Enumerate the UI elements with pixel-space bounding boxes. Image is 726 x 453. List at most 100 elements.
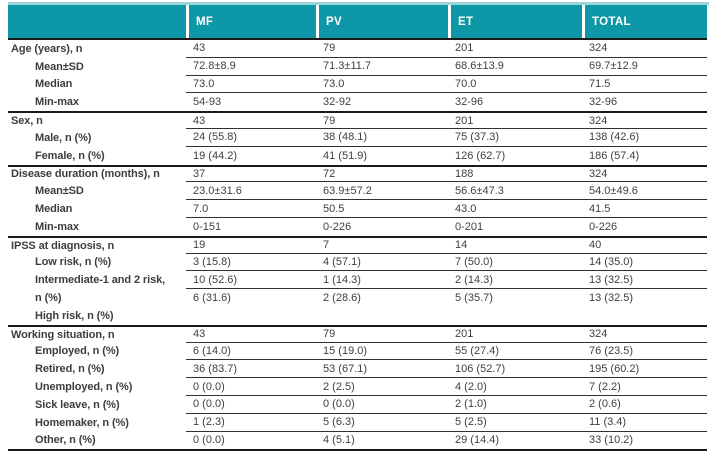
cell-value [582, 307, 707, 325]
cell-value: 0 (0.0) [193, 398, 225, 411]
table-body: Age (years), n 43 79 201 324 Mean±SD 72.8±8.9 7… [8, 40, 707, 452]
cell-value: 2 (0.6) [589, 398, 621, 411]
cell-value: 43 [193, 114, 206, 127]
row-label: Female, n (%) [35, 149, 105, 162]
row-values: 73.0 73.0 70.0 71.5 [186, 76, 707, 94]
cell-value: 23.0±31.6 [193, 184, 242, 197]
cell-value: 4 (2.0) [455, 380, 487, 393]
cell-value: 56.6±47.3 [455, 184, 504, 197]
cell-value: 73.0 [193, 77, 215, 90]
cell-value: 1 (14.3) [323, 273, 361, 286]
cell-value: 70.0 [455, 77, 477, 90]
row-values: 43 79 201 324 [186, 327, 707, 343]
cell-value: 5 (6.3) [323, 416, 355, 429]
cell-value: 43.0 [455, 202, 477, 215]
cell-value: 0-151 [193, 220, 222, 233]
row-values: 0 (0.0) 2 (2.5) 4 (2.0) 7 (2.2) [186, 378, 707, 396]
row-label: Working situation, n [11, 328, 115, 341]
cell-value: 201 [455, 42, 474, 55]
cell-value [316, 307, 448, 325]
cell-value: 2 (28.6) [323, 292, 361, 305]
cell-value: 36 (83.7) [193, 362, 238, 375]
row-values: 10 (52.6) 1 (14.3) 2 (14.3) 13 (32.5) [186, 271, 707, 290]
table-row: Median 7.0 50.5 43.0 41.5 [8, 200, 707, 218]
cell-value: 0 (0.0) [323, 398, 355, 411]
row-label: Age (years), n [11, 42, 83, 55]
row-label: Unemployed, n (%) [35, 381, 133, 394]
row-values: 54-93 32-92 32-96 32-96 [186, 93, 707, 111]
cell-value: 6 (31.6) [193, 292, 231, 305]
row-label: High risk, n (%) [35, 309, 114, 322]
cell-value: 53 (67.1) [323, 362, 368, 375]
cell-value [186, 307, 316, 325]
table-row: Median 73.0 73.0 70.0 71.5 [8, 76, 707, 94]
table-row: Employed, n (%) 6 (14.0) 15 (19.0) 55 (27.4… [8, 343, 707, 361]
cell-value: 76 (23.5) [589, 344, 634, 357]
table-row: Working situation, n 43 79 201 324 [8, 324, 707, 343]
cell-value: 54-93 [193, 96, 222, 109]
cell-value: 13 (32.5) [589, 292, 634, 305]
cell-value: 3 (15.8) [193, 255, 231, 268]
row-label: Other, n (%) [35, 434, 96, 447]
table-row: Retired, n (%) 36 (83.7) 53 (67.1) 106 (52.… [8, 360, 707, 379]
row-values: 23.0±31.6 63.9±57.2 56.6±47.3 54.0±49.6 [186, 182, 707, 201]
cell-value: 4 (57.1) [323, 255, 361, 268]
header-cell-et: ET [448, 5, 582, 38]
cell-value: 15 (19.0) [323, 344, 368, 357]
cell-value: 0 (0.0) [193, 380, 225, 393]
cell-value: 7 [323, 239, 330, 252]
row-values: 7.0 50.5 43.0 41.5 [186, 200, 707, 218]
cell-value: 43 [193, 328, 206, 341]
cell-value: 1 (2.3) [193, 416, 225, 429]
cell-value: 71.3±11.7 [323, 60, 372, 73]
cell-value: 68.6±13.9 [455, 60, 504, 73]
cell-value: 186 (57.4) [589, 149, 640, 162]
table-row: Male, n (%) 24 (55.8) 38 (48.1) 75 (37.3) 13… [8, 129, 707, 147]
row-values: 19 7 14 40 [186, 238, 707, 254]
table-row: High risk, n (%) [8, 307, 707, 325]
row-values: 43 79 201 324 [186, 113, 707, 129]
row-label: Homemaker, n (%) [35, 416, 129, 429]
table-row: Mean±SD 23.0±31.6 63.9±57.2 56.6±47.3 54.0±4… [8, 182, 707, 201]
table-top-border [8, 2, 709, 5]
cell-value: 4 (5.1) [323, 434, 355, 447]
row-label: Median [35, 78, 73, 91]
cell-value: 324 [589, 42, 608, 55]
cell-value: 37 [193, 167, 206, 180]
cell-value: 79 [323, 114, 336, 127]
cell-value: 14 [455, 239, 468, 252]
cell-value [448, 307, 582, 325]
table-row: Age (years), n 43 79 201 324 [8, 40, 707, 58]
row-values: 0 (0.0) 4 (5.1) 29 (14.4) 33 (10.2) [186, 432, 707, 450]
cell-value: 324 [589, 167, 608, 180]
table-row: Mean±SD 72.8±8.9 71.3±11.7 68.6±13.9 69.7±12… [8, 58, 707, 76]
cell-value: 201 [455, 328, 474, 341]
row-values [186, 307, 707, 325]
table-row: Other, n (%) 0 (0.0) 4 (5.1) 29 (14.4) 33 (1… [8, 432, 707, 450]
cell-value: 19 [193, 239, 206, 252]
row-label: n (%) [35, 292, 62, 305]
cell-value: 75 (37.3) [455, 131, 500, 144]
cell-value: 324 [589, 114, 608, 127]
header-cell-total: TOTAL [582, 5, 707, 38]
cell-value: 41.5 [589, 202, 611, 215]
cell-value: 0 (0.0) [193, 434, 225, 447]
row-label: IPSS at diagnosis, n [11, 239, 115, 252]
row-label: Retired, n (%) [35, 363, 105, 376]
cell-value: 40 [589, 239, 602, 252]
cell-value: 7 (50.0) [455, 255, 493, 268]
patient-characteristics-table: MF PV ET TOTAL Age (years), n 43 79 201 324 M… [8, 2, 709, 452]
row-label: Min-max [35, 220, 79, 233]
cell-value: 24 (55.8) [193, 131, 238, 144]
cell-value: 106 (52.7) [455, 362, 506, 375]
cell-value: 324 [589, 328, 608, 341]
row-label: Mean±SD [35, 185, 84, 198]
cell-value: 0-226 [589, 220, 618, 233]
table-row: Disease duration (months), n 37 72 188 324 [8, 164, 707, 183]
row-values: 24 (55.8) 38 (48.1) 75 (37.3) 138 (42.6) [186, 129, 707, 147]
row-values: 1 (2.3) 5 (6.3) 5 (2.5) 11 (3.4) [186, 414, 707, 432]
cell-value: 6 (14.0) [193, 344, 231, 357]
header-cell-pv: PV [316, 5, 448, 38]
cell-value: 29 (14.4) [455, 434, 500, 447]
